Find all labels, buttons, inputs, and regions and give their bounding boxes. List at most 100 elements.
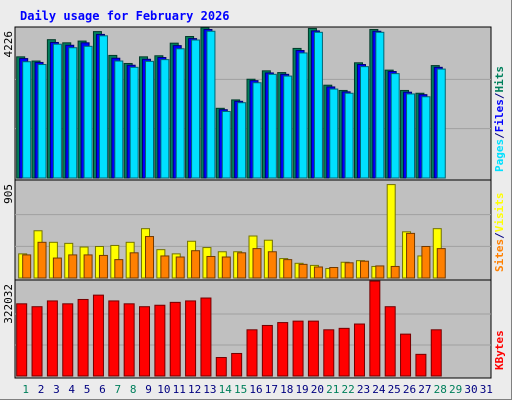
bar-pages-day-14: Pages 14: 1900: [221, 110, 231, 179]
bar-pages-day-10: Pages 10: 3380: [160, 59, 170, 179]
bar-kbytes-day-19: KBytes 19: 190000: [292, 320, 304, 377]
legend-entry: /: [493, 92, 506, 99]
bar-kbytes-day-7: KBytes 7: 260000: [108, 300, 120, 377]
series-legend: KBytes: [493, 330, 506, 370]
legend-entry: Sites: [493, 239, 506, 272]
bar-kbytes-day-4: KBytes 4: 250000: [62, 303, 74, 377]
series-legend: Sites/Visits: [493, 193, 506, 273]
bar-pages-day-5: Pages 5: 3760: [83, 45, 93, 179]
day-label-20: 20: [311, 383, 324, 396]
bar-kbytes-day-11: KBytes 11: 255000: [169, 301, 181, 377]
day-label-16: 16: [249, 383, 262, 396]
bar-kbytes-day-10: KBytes 10: 245000: [154, 304, 166, 377]
bar-pages-day-21: Pages 21: 2540: [329, 88, 339, 179]
bar-pages-day-20: Pages 20: 4160: [313, 31, 323, 179]
day-label-11: 11: [173, 383, 186, 396]
legend-entry: Hits: [493, 66, 506, 93]
y-max-label: 4226: [2, 31, 15, 58]
bar-pages-day-8: Pages 8: 3160: [129, 66, 139, 179]
bar-sites-day-22: Sites 22: 145: [344, 262, 354, 279]
day-label-29: 29: [449, 383, 462, 396]
bar-pages-day-16: Pages 16: 2720: [252, 82, 262, 179]
bar-sites-day-10: Sites 10: 210: [160, 255, 170, 279]
day-label-27: 27: [418, 383, 431, 396]
day-label-18: 18: [280, 383, 293, 396]
bar-sites-day-11: Sites 11: 200: [175, 256, 185, 279]
day-label-2: 2: [38, 383, 45, 396]
bar-kbytes-day-15: KBytes 15: 78000: [231, 352, 243, 377]
bar-sites-day-12: Sites 12: 260: [191, 250, 201, 279]
bar-kbytes-day-8: KBytes 8: 250000: [123, 303, 135, 377]
bar-sites-day-8: Sites 8: 240: [129, 252, 139, 279]
bar-kbytes-day-14: KBytes 14: 64000: [215, 357, 227, 377]
bar-kbytes-day-22: KBytes 22: 165000: [338, 327, 350, 377]
bar-pages-day-7: Pages 7: 3340: [114, 60, 124, 179]
legend-entry: /: [493, 132, 506, 139]
visits-sites-panel: 905Visits 1: 230Visits 2: 450Visits 3: 3…: [2, 179, 506, 281]
bar-kbytes-day-16: KBytes 16: 160000: [246, 329, 258, 377]
day-label-21: 21: [326, 383, 339, 396]
day-label-26: 26: [403, 383, 416, 396]
day-label-19: 19: [295, 383, 308, 396]
bar-kbytes-day-21: KBytes 21: 160000: [323, 329, 335, 377]
bar-visits-day-25: Visits 25: 890: [386, 184, 396, 279]
day-label-10: 10: [157, 383, 170, 396]
bar-sites-day-23: Sites 23: 160: [359, 260, 369, 279]
day-label-30: 30: [464, 383, 477, 396]
bar-kbytes-day-13: KBytes 13: 270000: [200, 297, 212, 377]
bar-kbytes-day-1: KBytes 1: 250000: [16, 303, 28, 377]
bar-pages-day-18: Pages 18: 2910: [283, 75, 293, 179]
bar-pages-day-17: Pages 17: 2960: [267, 73, 277, 179]
bar-pages-day-27: Pages 27: 2320: [421, 96, 431, 179]
bar-sites-day-1: Sites 1: 220: [22, 254, 32, 279]
day-label-9: 9: [145, 383, 152, 396]
bar-pages-day-26: Pages 26: 2400: [406, 93, 416, 179]
bar-pages-day-19: Pages 19: 3570: [298, 52, 308, 179]
bar-pages-day-1: Pages 1: 3320: [22, 61, 32, 179]
day-label-22: 22: [342, 383, 355, 396]
bar-sites-day-6: Sites 6: 215: [98, 254, 108, 279]
bar-sites-day-15: Sites 15: 240: [237, 252, 247, 279]
day-label-5: 5: [84, 383, 91, 396]
day-label-4: 4: [68, 383, 75, 396]
bar-pages-day-4: Pages 4: 3720: [68, 47, 78, 179]
bar-sites-day-25: Sites 25: 110: [390, 265, 400, 279]
day-label-14: 14: [219, 383, 233, 396]
bar-kbytes-day-27: KBytes 27: 75000: [415, 353, 427, 377]
bar-kbytes-day-12: KBytes 12: 260000: [185, 300, 197, 377]
bar-kbytes-day-5: KBytes 5: 265000: [77, 298, 89, 377]
bar-pages-day-24: Pages 24: 4160: [375, 31, 385, 179]
day-label-8: 8: [130, 383, 137, 396]
day-label-28: 28: [434, 383, 447, 396]
bar-kbytes-day-20: KBytes 20: 190000: [307, 320, 319, 377]
bar-kbytes-day-26: KBytes 26: 145000: [400, 333, 412, 377]
bar-kbytes-day-24: KBytes 24: 335000: [369, 280, 381, 377]
day-label-13: 13: [203, 383, 216, 396]
bar-pages-day-13: Pages 13: 4190: [206, 30, 216, 179]
chart-title: Daily usage for February 2026: [20, 9, 230, 23]
bar-sites-day-27: Sites 27: 300: [421, 246, 431, 279]
bar-sites-day-24: Sites 24: 115: [375, 265, 385, 279]
bar-pages-day-2: Pages 2: 3240: [37, 64, 47, 179]
bar-pages-day-23: Pages 23: 3180: [359, 66, 369, 179]
bar-sites-day-4: Sites 4: 220: [68, 254, 78, 279]
bar-kbytes-day-23: KBytes 23: 180000: [353, 323, 365, 377]
legend-entry: Files: [493, 99, 506, 132]
hits-files-pages-panel: 4226Hits 1: 3460Hits 2: 3340Hits 3: 3950…: [2, 26, 506, 181]
bar-kbytes-day-28: KBytes 28: 160000: [430, 329, 442, 377]
bar-sites-day-7: Sites 7: 175: [114, 259, 124, 279]
bar-pages-day-6: Pages 6: 4060: [98, 35, 108, 179]
day-label-1: 1: [22, 383, 29, 396]
bar-kbytes-day-3: KBytes 3: 260000: [46, 300, 58, 377]
bar-sites-day-21: Sites 21: 100: [329, 267, 339, 279]
bar-sites-day-5: Sites 5: 220: [83, 254, 93, 279]
day-label-24: 24: [372, 383, 386, 396]
day-label-25: 25: [388, 383, 401, 396]
bar-kbytes-day-2: KBytes 2: 240000: [31, 306, 43, 377]
legend-entry: Visits: [493, 193, 506, 233]
bar-sites-day-28: Sites 28: 280: [436, 248, 446, 279]
day-axis-labels: 1 2 3 4 5 6 7 8 9 10 11 12 13 14 15 16 17 18 19 20 21 22 23 24 2…: [22, 383, 493, 396]
bar-pages-day-22: Pages 22: 2420: [344, 92, 354, 179]
day-label-31: 31: [480, 383, 493, 396]
